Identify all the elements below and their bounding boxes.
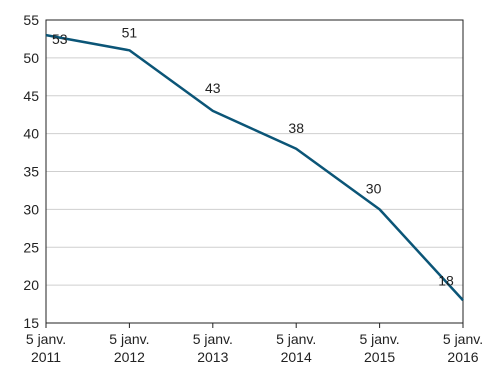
data-labels: 53 51 43 38 30 18 [52, 24, 454, 288]
y-axis-ticks: 15 20 25 30 35 40 45 50 55 [23, 12, 39, 331]
data-label: 53 [52, 31, 68, 47]
y-tick-label: 30 [23, 201, 39, 217]
x-tick-label-line1: 5 janv. [109, 331, 149, 347]
data-label: 51 [122, 24, 138, 40]
y-tick-label: 55 [23, 12, 39, 28]
data-label: 30 [366, 180, 382, 196]
data-label: 38 [288, 120, 304, 136]
y-tick-label: 35 [23, 164, 39, 180]
x-tick-label-line1: 5 janv. [443, 331, 483, 347]
y-tick-label: 40 [23, 126, 39, 142]
x-tick-label-line2: 2012 [114, 349, 145, 365]
x-tick-label-line1: 5 janv. [359, 331, 399, 347]
y-tick-label: 15 [23, 315, 39, 331]
series-line [45, 33, 464, 302]
x-tick-label-line2: 2015 [364, 349, 395, 365]
x-axis-ticks: 5 janv. 2011 5 janv. 2012 5 janv. 2013 5 janv.… [26, 323, 483, 365]
grid-lines [46, 57, 463, 286]
data-label: 43 [205, 80, 221, 96]
x-tick-label-line2: 2011 [31, 349, 61, 365]
x-tick-label-line1: 5 janv. [276, 331, 316, 347]
x-tick-label-line2: 2014 [281, 349, 312, 365]
y-tick-label: 50 [23, 50, 39, 66]
x-tick-label-line1: 5 janv. [26, 331, 66, 347]
plot-frame [45, 19, 464, 324]
y-tick-label: 25 [23, 239, 39, 255]
x-tick-label-line2: 2016 [447, 349, 478, 365]
x-tick-label-line2: 2013 [197, 349, 228, 365]
y-tick-label: 20 [23, 277, 39, 293]
y-tick-label: 45 [23, 88, 39, 104]
x-tick-label-line1: 5 janv. [193, 331, 233, 347]
data-label: 18 [438, 272, 454, 288]
